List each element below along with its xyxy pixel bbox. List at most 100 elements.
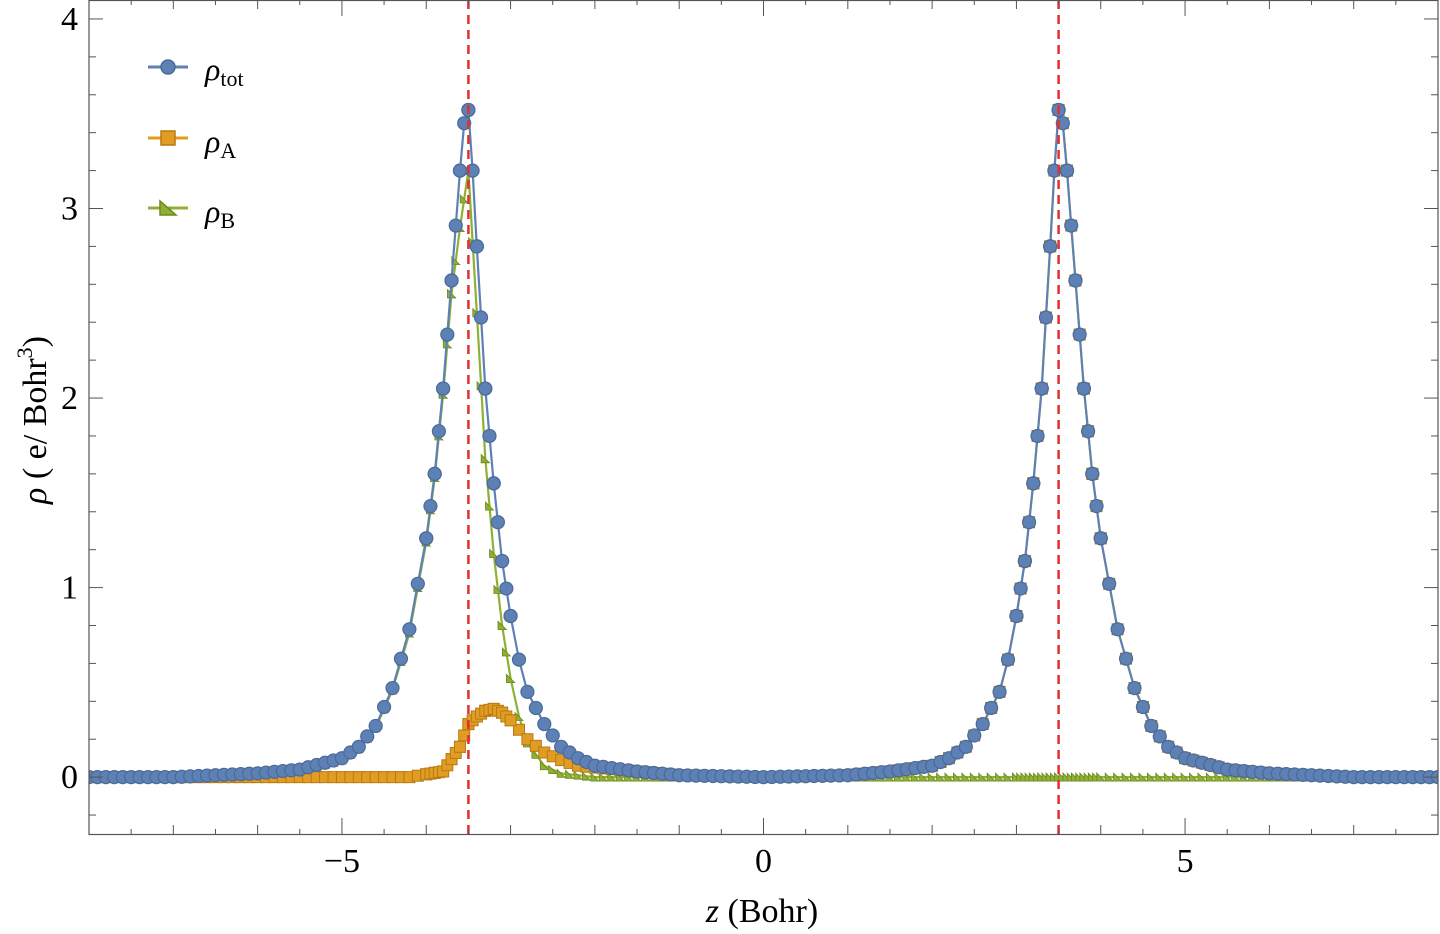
point-tot (469, 239, 484, 254)
legend-entry-b: ρB (148, 193, 235, 233)
point-tot (984, 700, 999, 716)
point-tot (1144, 718, 1159, 734)
point-tot (545, 728, 560, 743)
point-tot (385, 680, 400, 696)
point-B (1155, 772, 1165, 782)
point-B (1189, 772, 1199, 782)
point-B (565, 769, 575, 779)
point-tot (958, 739, 973, 754)
point-B (1163, 772, 1174, 782)
point-B (485, 501, 495, 511)
point-tot (495, 553, 510, 569)
point-A (521, 733, 534, 746)
legend-entry-a: ρA (148, 123, 236, 163)
legend-label-a: ρA (204, 123, 236, 163)
point-tot (444, 273, 459, 288)
point-B (1096, 772, 1106, 782)
point-tot (440, 327, 455, 342)
point-B (953, 772, 963, 782)
point-tot (1127, 680, 1142, 696)
point-tot (1076, 381, 1091, 396)
point-B (1205, 772, 1216, 782)
legend: ρtot ρA ρB (148, 51, 244, 233)
legend-marker-triangle (159, 199, 178, 216)
point-B (910, 772, 921, 782)
point-B (1003, 772, 1013, 782)
point-tot (992, 684, 1007, 699)
point-tot (1110, 622, 1125, 637)
point-B (459, 194, 470, 204)
point-B (590, 772, 600, 782)
legend-label-b: ρB (204, 193, 235, 233)
point-tot (1081, 424, 1096, 439)
point-tot (1043, 239, 1058, 254)
point-tot (360, 729, 375, 744)
x-axis-label: z (Bohr) (705, 893, 818, 930)
point-tot (1000, 652, 1016, 667)
point-tot (436, 381, 451, 396)
legend-label-tot: ρtot (204, 51, 244, 91)
point-B (548, 764, 558, 774)
point-tot (1034, 381, 1049, 396)
legend-entry-tot: ρtot (148, 51, 244, 91)
point-B (489, 548, 499, 558)
point-B (1130, 772, 1140, 782)
point-tot (473, 310, 489, 325)
point-tot (1102, 576, 1117, 591)
point-tot (486, 476, 501, 491)
point-B (556, 768, 567, 778)
point-tot (1093, 531, 1108, 546)
point-tot (1068, 273, 1083, 288)
point-tot (503, 608, 518, 624)
point-B (1172, 772, 1182, 782)
point-tot (511, 652, 527, 667)
point-B (1113, 772, 1123, 782)
point-B (986, 772, 997, 782)
point-tot (1009, 608, 1024, 624)
point-tot (393, 651, 409, 666)
plot-area (89, 0, 1438, 834)
y-tick-label: 0 (61, 759, 78, 796)
point-tot (448, 218, 463, 233)
point-tot (482, 428, 497, 444)
point-tot (427, 466, 442, 481)
point-B (1180, 772, 1191, 782)
point-tot (520, 684, 535, 699)
point-B (1214, 772, 1224, 782)
point-tot (410, 576, 425, 591)
legend-marker-circle (160, 59, 176, 75)
point-tot (967, 728, 982, 743)
point-tot (368, 718, 383, 734)
y-axis-label: ρ ( e/ Bohr3) (12, 336, 54, 505)
point-B (919, 772, 929, 782)
point-tot (1085, 466, 1100, 481)
point-tot (351, 739, 366, 754)
point-tot (490, 515, 506, 530)
point-tot (1021, 515, 1037, 530)
point-B (1197, 772, 1207, 782)
point-tot (499, 581, 514, 596)
point-tot (975, 716, 990, 732)
x-tick-label: 0 (755, 843, 772, 880)
point-B (927, 772, 938, 782)
point-A (504, 714, 517, 727)
point-B (1146, 772, 1157, 782)
point-tot (1038, 310, 1054, 325)
point-B (480, 453, 491, 464)
y-tick-label: 2 (61, 380, 78, 417)
tick-labels: −5 0 5 0 1 2 3 4 (61, 1, 1194, 880)
legend-marker-square (160, 130, 176, 146)
point-B (531, 749, 541, 759)
point-tot (452, 163, 468, 178)
point-tot (1059, 163, 1075, 178)
point-tot (423, 498, 438, 514)
point-tot (1135, 699, 1151, 715)
point-B (936, 772, 946, 782)
point-B (1138, 772, 1148, 782)
point-B (573, 770, 583, 780)
point-tot (1064, 218, 1079, 233)
point-tot (1013, 581, 1028, 596)
point-tot (537, 716, 552, 732)
point-tot (431, 424, 446, 439)
